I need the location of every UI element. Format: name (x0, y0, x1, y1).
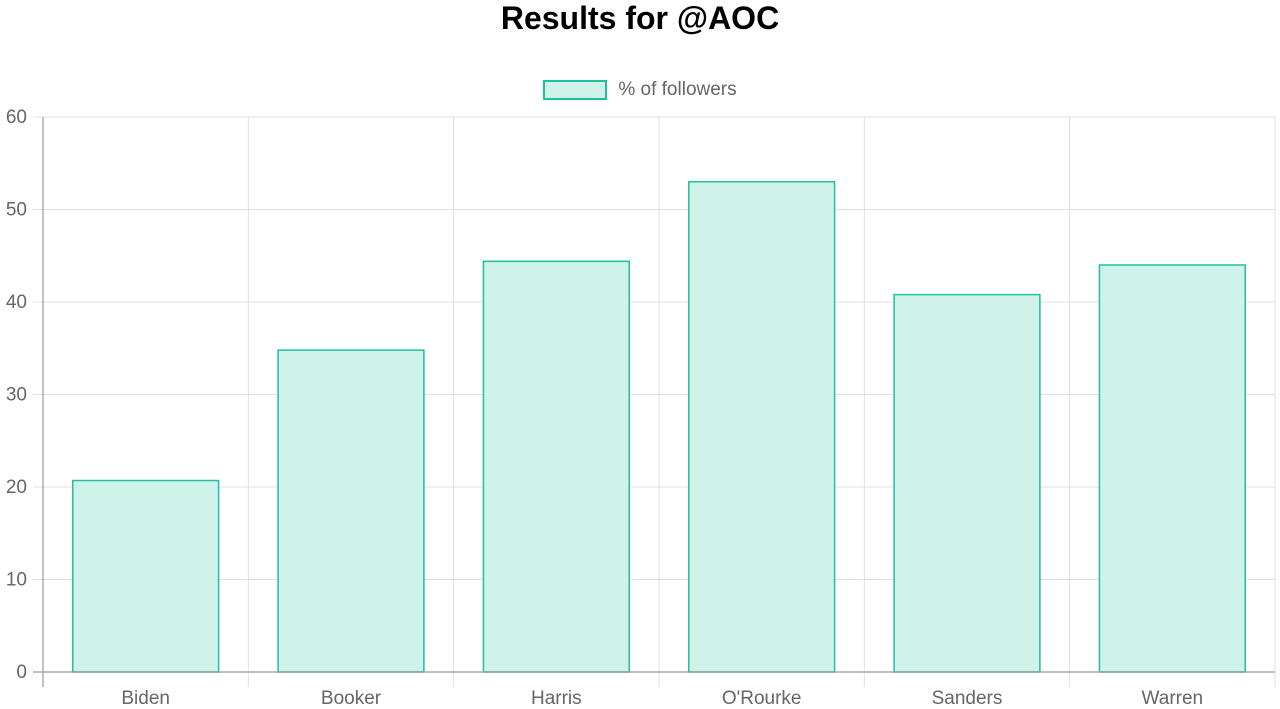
y-tick-label: 60 (6, 107, 27, 128)
x-tick-label: Harris (531, 688, 582, 709)
y-tick-label: 50 (6, 200, 27, 221)
bar-warren[interactable] (1098, 264, 1246, 673)
y-tick-label: 20 (6, 477, 27, 498)
bar-biden[interactable] (72, 479, 220, 673)
y-tick-label: 40 (6, 292, 27, 313)
legend-swatch (543, 80, 608, 100)
grid-lines (33, 116, 1276, 687)
bar-booker[interactable] (277, 349, 425, 673)
x-tick-labels: Biden Booker Harris O'Rourke Sanders Warren (121, 688, 1203, 709)
y-tick-label: 10 (6, 570, 27, 591)
x-tick-label: O'Rourke (722, 688, 802, 709)
x-tick-label: Booker (321, 688, 382, 709)
legend-label: % of followers (618, 79, 737, 100)
y-tick-label: 30 (6, 385, 27, 406)
x-tick-label: Sanders (932, 688, 1003, 709)
chart-title: Results for @AOC (500, 0, 780, 36)
legend[interactable]: % of followers (0, 77, 1280, 103)
y-tick-label: 0 (16, 662, 27, 683)
axes (33, 117, 1275, 687)
bar-orourke[interactable] (688, 181, 836, 673)
y-tick-labels: 0 10 20 30 40 50 60 (6, 107, 27, 683)
x-tick-label: Biden (121, 688, 170, 709)
bar-harris[interactable] (482, 260, 630, 673)
bars (72, 181, 1246, 673)
x-tick-label: Warren (1142, 688, 1204, 709)
bar-sanders[interactable] (893, 293, 1041, 673)
